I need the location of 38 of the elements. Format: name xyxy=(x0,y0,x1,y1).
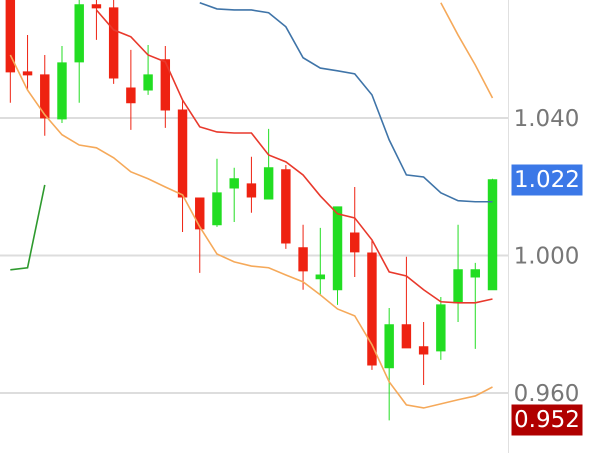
line-series xyxy=(198,2,494,203)
candlestick xyxy=(178,100,188,232)
candlestick xyxy=(92,0,102,40)
candlestick xyxy=(453,224,463,323)
candlestick xyxy=(74,0,84,104)
line-series xyxy=(96,9,494,304)
candlestick xyxy=(281,164,291,250)
candlestick xyxy=(470,262,480,350)
line-series xyxy=(10,54,494,409)
candlestick xyxy=(126,49,136,130)
candlestick xyxy=(22,34,32,91)
candlestick xyxy=(246,156,256,214)
text: 1.022 xyxy=(514,167,580,193)
candlestick xyxy=(367,239,377,370)
candlestick xyxy=(40,54,50,136)
y-tick-label: 1.040 xyxy=(514,106,580,132)
candlestick xyxy=(402,256,412,348)
candlestick xyxy=(316,227,326,296)
candlestick xyxy=(108,0,118,84)
candlestick xyxy=(418,322,428,386)
y-tick-label: 0.960 xyxy=(514,380,580,407)
line-series xyxy=(440,2,494,99)
candlestick xyxy=(264,128,274,200)
candlestick xyxy=(332,206,342,306)
candlestick xyxy=(57,46,67,124)
candlestick xyxy=(143,44,153,96)
y-tick-label: 1.000 xyxy=(514,243,580,270)
candlestick xyxy=(160,46,170,128)
candlestick xyxy=(350,186,360,278)
candlestick xyxy=(229,167,239,223)
candlestick xyxy=(195,197,204,274)
candlestick xyxy=(212,158,222,228)
candlestick xyxy=(488,178,498,290)
candlestick xyxy=(298,224,308,290)
candlestick xyxy=(436,296,446,360)
text: 0.952 xyxy=(514,407,580,433)
candlestick xyxy=(384,307,394,421)
candlestick xyxy=(6,0,16,104)
